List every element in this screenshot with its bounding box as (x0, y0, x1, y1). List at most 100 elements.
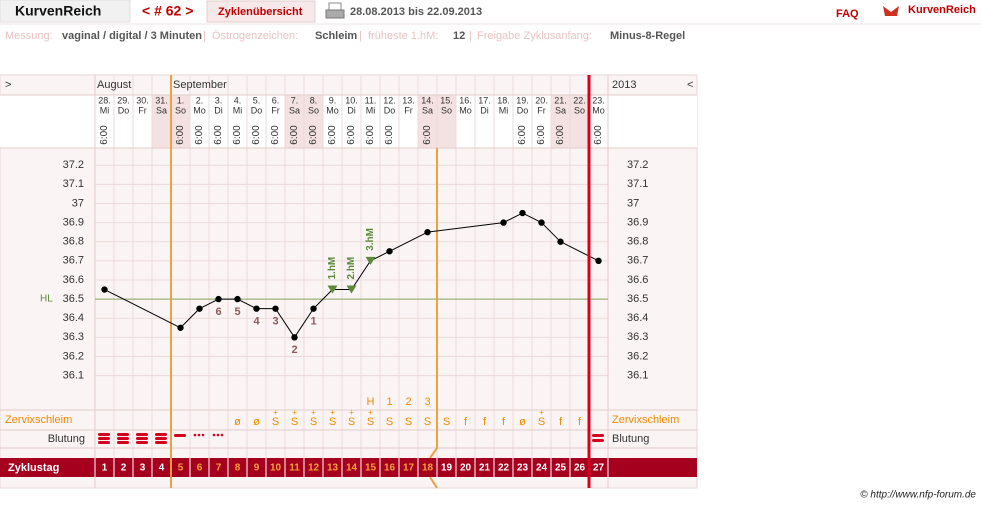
date-label: 10. (345, 95, 358, 105)
date-label: 18. (497, 95, 510, 105)
mucus-symbol: f (483, 416, 487, 428)
time-label: 6:00 (289, 125, 300, 145)
weekday-label: Fr (271, 105, 280, 115)
cycle-day: 21 (479, 463, 491, 474)
weekday-label: Sa (422, 105, 433, 115)
cycle-day: 26 (574, 463, 586, 474)
weekday-label: So (441, 105, 452, 115)
date-label: 19. (516, 95, 529, 105)
mucus-symbol: S (272, 416, 279, 428)
weekday-label: Do (517, 105, 529, 115)
title-box (0, 0, 131, 23)
separator: | (469, 30, 472, 42)
mucus-symbol: f (559, 416, 563, 428)
time-label: 6:00 (270, 125, 281, 145)
mucus-symbol: S (367, 416, 374, 428)
mucus-symbol: f (578, 416, 582, 428)
meas-label: Messung: (5, 30, 53, 42)
weekend-shade (285, 95, 304, 148)
weekday-label: Sa (156, 105, 167, 115)
copyright: © http://www.nfp-forum.de (860, 490, 976, 501)
mucus-symbol: S (443, 416, 450, 428)
cycle-day: 18 (422, 463, 434, 474)
hm-label: 1.hM (327, 257, 338, 280)
temp-point (291, 334, 298, 341)
weekend-shade (551, 95, 570, 148)
y-tick-label: 36.1 (63, 369, 84, 381)
separator: | (203, 30, 206, 42)
overview-tab[interactable] (206, 0, 316, 23)
peak-count: 1 (386, 396, 392, 408)
weekday-label: Di (347, 105, 356, 115)
nav-right[interactable]: < (687, 79, 693, 91)
mucus-symbol: S (310, 416, 317, 428)
date-label: 7. (291, 95, 299, 105)
y-tick-label-right: 36.1 (627, 369, 648, 381)
overview-link[interactable]: Zyklenübersicht (218, 6, 303, 18)
cycle-day: 16 (384, 463, 396, 474)
weekday-label: Fr (537, 105, 546, 115)
peak-count: 2 (405, 396, 411, 408)
bleeding-label: Blutung (48, 433, 85, 445)
date-label: 11. (365, 95, 377, 105)
cycle-label: Zyklustag (8, 462, 59, 474)
faq-link[interactable]: FAQ (836, 8, 859, 20)
year-label: 2013 (612, 79, 636, 91)
temp-point (595, 257, 602, 265)
nav-left[interactable]: > (5, 79, 11, 91)
weekend-shade (304, 95, 323, 148)
y-tick-label-right: 37.2 (627, 159, 648, 171)
logo-icon (883, 6, 899, 16)
y-tick-label: 36.3 (63, 331, 84, 343)
time-label: 6:00 (422, 125, 433, 145)
month-label: August (97, 79, 131, 91)
low-label: 6 (215, 306, 221, 318)
weekday-label: Mo (326, 105, 339, 115)
y-tick-label-right: 36.4 (627, 312, 648, 324)
cycle-nav[interactable]: < # 62 > (142, 3, 193, 19)
date-label: 30. (136, 95, 149, 105)
time-label: 6:00 (346, 125, 357, 145)
y-tick-label: 36.8 (63, 236, 84, 248)
time-label: 6:00 (175, 125, 186, 145)
hm-marker (327, 285, 338, 294)
cycle-row (0, 458, 697, 477)
cycle-day: 23 (517, 463, 529, 474)
time-label: 6:00 (232, 125, 243, 145)
weekday-label: Do (118, 105, 130, 115)
coverline-label: HL (40, 294, 53, 305)
y-tick-label-right: 36.8 (627, 236, 648, 248)
cycle-day: 17 (403, 463, 415, 474)
time-label: 6:00 (213, 125, 224, 145)
cycle-day: 2 (121, 463, 127, 474)
weekday-label: So (574, 105, 585, 115)
mucus-symbol: f (502, 416, 506, 428)
hm-label: 2.hM (346, 257, 357, 280)
temp-point (253, 305, 260, 312)
print-icon[interactable] (325, 2, 345, 19)
peak-count: H (367, 396, 375, 408)
y-tick-label-right: 36.5 (627, 293, 648, 305)
cycle-day: 5 (178, 463, 184, 474)
time-label: 6:00 (593, 125, 604, 145)
mucus-plus: + (368, 408, 373, 417)
mucus-symbol: S (538, 416, 545, 428)
time-label: 6:00 (327, 125, 338, 145)
mucus-symbol: ø (253, 416, 260, 428)
weekday-label: So (175, 105, 186, 115)
mucus-label-right: Zervixschleim (612, 414, 679, 426)
mucus-plus: + (292, 408, 297, 417)
mucus-symbol: f (464, 416, 468, 428)
low-label: 4 (253, 316, 260, 328)
time-label: 6:00 (194, 125, 205, 145)
cycle-day: 10 (270, 463, 282, 474)
bleeding-icons (98, 433, 604, 444)
hm-label: 3.hM (365, 228, 376, 251)
time-label: 6:00 (308, 125, 319, 145)
weekday-label: Mi (100, 105, 110, 115)
weekday-label: Mo (193, 105, 206, 115)
date-range: 28.08.2013 bis 22.09.2013 (350, 6, 482, 18)
y-tick-label: 37.2 (63, 159, 84, 171)
month-label: September (173, 79, 227, 91)
weekday-label: Fr (404, 105, 413, 115)
